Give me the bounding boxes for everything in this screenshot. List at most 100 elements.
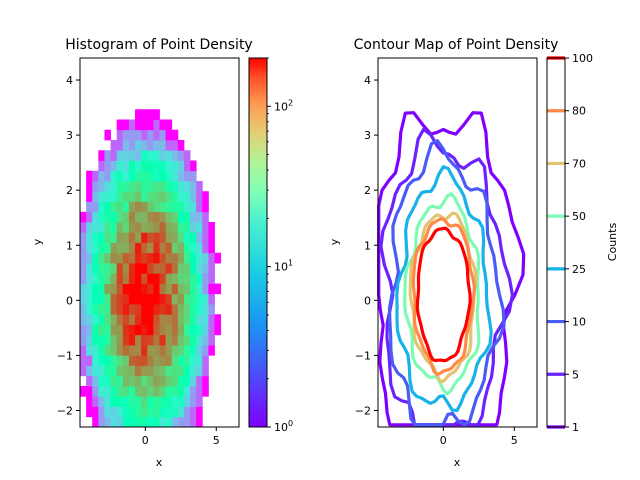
histogram-bin: [141, 242, 148, 254]
histogram-bin: [92, 273, 99, 284]
histogram-bin: [116, 160, 124, 172]
y-tick-label: 3: [66, 129, 73, 142]
histogram-bin: [183, 150, 191, 161]
histogram-bin: [147, 396, 154, 407]
histogram-bin: [98, 201, 105, 213]
histogram-bin: [80, 222, 87, 233]
histogram-bin: [177, 222, 185, 233]
histogram-bin: [171, 365, 179, 377]
histogram-bin: [165, 222, 173, 233]
histogram-bin: [141, 273, 148, 284]
histogram-bin: [135, 181, 142, 192]
histogram-bin: [196, 375, 203, 387]
histogram-bin: [141, 365, 148, 377]
histogram-bin: [104, 211, 111, 223]
colorbar-tick-label: 102: [274, 98, 293, 113]
histogram-bin: [98, 232, 105, 243]
histogram-bin: [202, 304, 209, 315]
histogram-bin: [171, 160, 179, 172]
histogram-bin: [196, 406, 203, 418]
histogram-bin: [110, 191, 118, 202]
histogram-bin: [159, 406, 167, 418]
histogram-bin: [159, 191, 167, 202]
histogram-bin: [147, 314, 154, 325]
histogram-bin: [165, 293, 173, 305]
histogram-bin: [135, 406, 142, 418]
histogram-bin: [135, 232, 142, 243]
histogram-bin: [141, 140, 148, 151]
histogram-bin: [208, 232, 215, 243]
histogram-bin: [80, 355, 87, 366]
histogram-bin: [153, 119, 160, 131]
histogram-bin: [202, 283, 209, 295]
histogram-bin: [128, 140, 136, 151]
histogram-bin: [196, 293, 203, 305]
histogram-bin: [116, 386, 124, 397]
histogram-bin: [177, 211, 185, 223]
histogram-bin: [116, 201, 124, 213]
histogram-bin: [92, 211, 99, 223]
histogram-bin: [110, 181, 118, 192]
histogram-bin: [202, 293, 209, 305]
histogram-bin: [153, 334, 160, 346]
histogram-bin: [147, 211, 154, 223]
histogram-bin: [202, 324, 209, 336]
histogram-bin: [122, 252, 130, 264]
histogram-bin: [153, 191, 160, 202]
histogram-bin: [196, 345, 203, 356]
histogram-bin: [122, 416, 130, 428]
histogram-bin: [208, 345, 215, 356]
histogram-bin: [202, 252, 209, 264]
histogram-bin: [141, 252, 148, 264]
histogram-bin: [104, 242, 111, 254]
histogram-bin: [110, 386, 118, 397]
histogram-bin: [110, 355, 118, 366]
histogram-bin: [202, 201, 209, 213]
histogram-bin: [196, 334, 203, 346]
histogram-colorbar: [249, 58, 267, 427]
histogram-bin: [147, 345, 154, 356]
histogram-bin: [183, 160, 191, 172]
histogram-bin: [159, 293, 167, 305]
histogram-bin: [165, 170, 173, 182]
histogram-bin: [165, 273, 173, 284]
histogram-bin: [128, 365, 136, 377]
histogram-bin: [128, 242, 136, 254]
histogram-bin: [128, 273, 136, 284]
histogram-bin: [135, 191, 142, 202]
histogram-bin: [183, 355, 191, 366]
contour-axes-frame: [377, 57, 538, 428]
histogram-bin: [110, 365, 118, 377]
histogram-bin: [92, 396, 99, 407]
histogram-bin: [190, 334, 197, 346]
histogram-bin: [104, 232, 111, 243]
histogram-bin: [116, 375, 124, 387]
histogram-bin: [86, 222, 93, 233]
histogram-bin: [110, 170, 118, 182]
histogram-bin: [128, 293, 136, 305]
histogram-bin: [141, 355, 148, 366]
histogram-bin: [183, 406, 191, 418]
histogram-bin: [80, 232, 87, 243]
y-tick-label: 0: [364, 294, 371, 307]
x-tick-label: 5: [511, 434, 518, 447]
histogram-bin: [86, 406, 93, 418]
contour-line-level-25: [395, 165, 493, 413]
histogram-bin: [110, 252, 118, 264]
histogram-bin: [135, 304, 142, 315]
histogram-bin: [202, 191, 209, 202]
histogram-title: Histogram of Point Density: [65, 37, 252, 53]
histogram-bin: [202, 345, 209, 356]
histogram-bin: [128, 304, 136, 315]
histogram-bin: [177, 242, 185, 254]
histogram-bin: [159, 416, 167, 428]
histogram-bin: [92, 345, 99, 356]
histogram-bin: [165, 160, 173, 172]
histogram-bin: [92, 355, 99, 366]
histogram-bin: [159, 386, 167, 397]
histogram-bin: [177, 293, 185, 305]
histogram-bin: [183, 232, 191, 243]
y-tick-label: −1: [57, 349, 73, 362]
histogram-bin: [190, 160, 197, 172]
histogram-bin: [202, 242, 209, 254]
